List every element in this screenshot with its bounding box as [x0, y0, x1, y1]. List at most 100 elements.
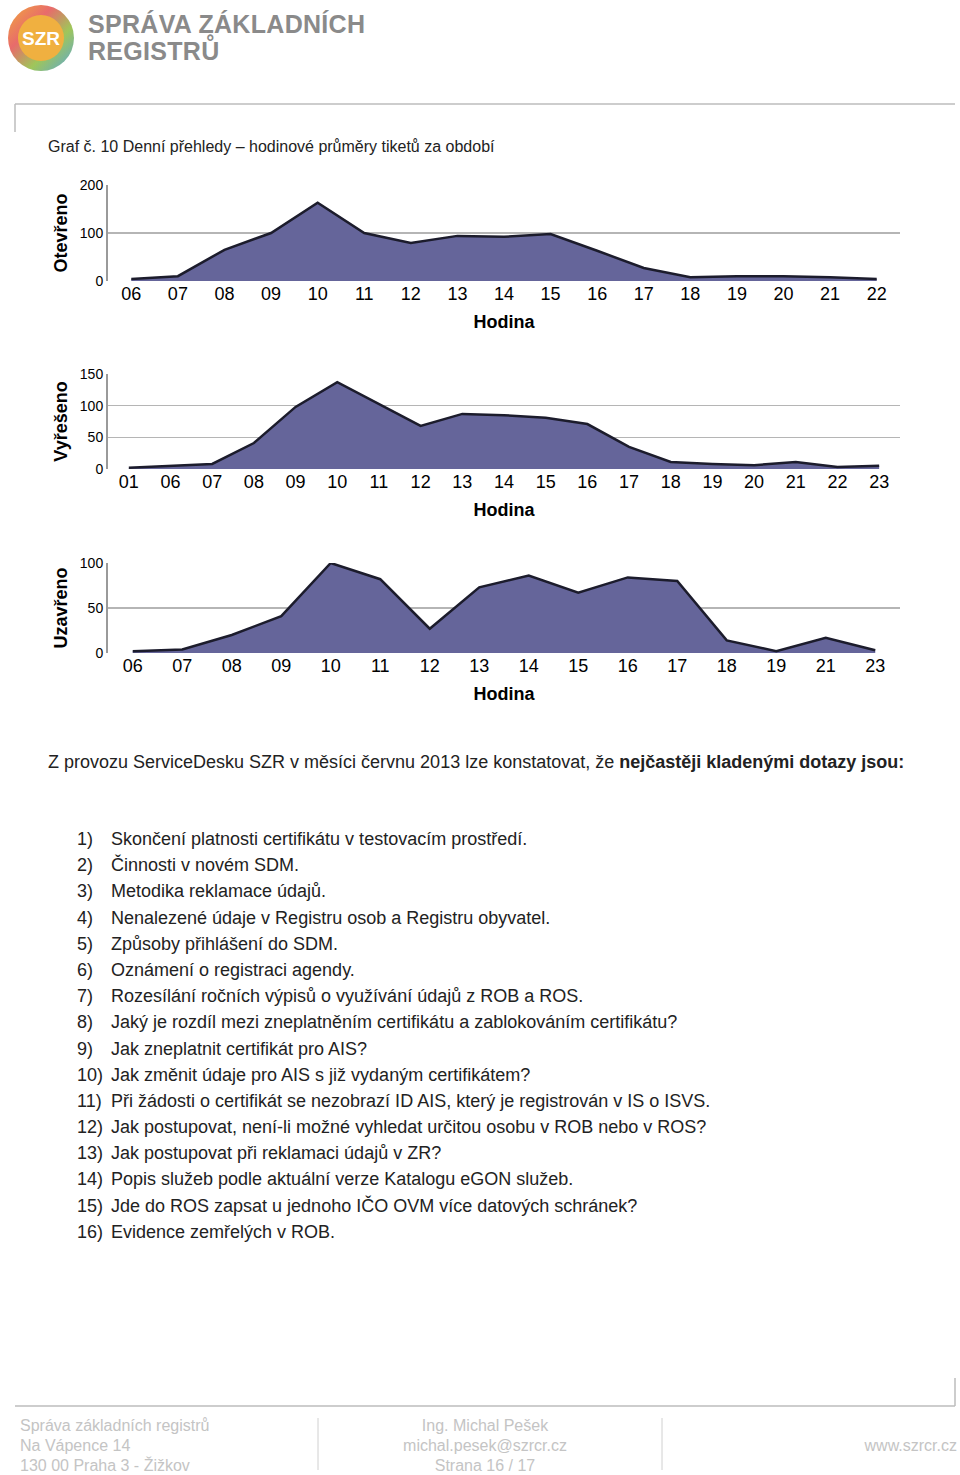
- svg-text:0: 0: [95, 273, 103, 289]
- svg-text:18: 18: [661, 472, 681, 492]
- svg-text:11: 11: [371, 656, 390, 676]
- html-text:Jak zneplatnit certifikát pro: Jak zneplatnit certifikát pro AIS?: [111, 1038, 368, 1059]
- svg-text:50: 50: [88, 429, 104, 445]
- html-text:Graf č. 10 Denní přehledy – ho: Graf č. 10 Denní přehledy – hodinové prů…: [48, 138, 495, 155]
- html-text:Evidence zemřelých v ROB.: Evidence zemřelých v ROB.: [111, 1221, 336, 1242]
- html-text:Jaký je rozdíl mezi zneplatněn: Jaký je rozdíl mezi zneplatněním certifi…: [111, 1012, 678, 1033]
- html-text:13): 13): [77, 1143, 103, 1164]
- svg-text:12: 12: [401, 284, 421, 304]
- html-text:Skončení platnosti certifikátu: Skončení platnosti certifikátu v testova…: [111, 829, 528, 849]
- svg-text:11: 11: [370, 472, 389, 492]
- html-text:Při žádosti o certifikát se ne: Při žádosti o certifikát se nezobrazí ID…: [111, 1090, 711, 1111]
- html-text:10): 10): [77, 1064, 103, 1085]
- svg-text:22: 22: [827, 472, 847, 492]
- svg-text:20: 20: [774, 284, 794, 304]
- svg-text:16: 16: [618, 656, 638, 676]
- svg-text:07: 07: [168, 284, 188, 304]
- svg-text:22: 22: [867, 284, 887, 304]
- html-text:Způsoby přihlášení do SDM.: Způsoby přihlášení do SDM.: [111, 933, 339, 954]
- html-text:REGISTRŮ: REGISTRŮ: [88, 37, 220, 65]
- html-text:Jde do ROS zapsat u jednoho IČ: Jde do ROS zapsat u jednoho IČO OVM více…: [111, 1195, 638, 1216]
- svg-text:Otevřeno: Otevřeno: [51, 193, 71, 272]
- html-text:Ing. Michal Pešek: Ing. Michal Pešek: [421, 1417, 549, 1434]
- html-text:Oznámení o registraci agendy.: Oznámení o registraci agendy.: [111, 959, 355, 980]
- svg-text:21: 21: [816, 656, 836, 676]
- svg-text:13: 13: [452, 472, 472, 492]
- svg-text:18: 18: [717, 656, 737, 676]
- svg-text:01: 01: [119, 472, 139, 492]
- svg-text:16: 16: [577, 472, 597, 492]
- svg-text:50: 50: [88, 600, 104, 616]
- svg-text:09: 09: [286, 472, 306, 492]
- svg-text:11: 11: [355, 284, 374, 304]
- svg-text:Hodina: Hodina: [474, 312, 536, 332]
- svg-text:07: 07: [172, 656, 192, 676]
- html-text:Jak postupovat při reklamaci ú: Jak postupovat při reklamaci údajů v ZR?: [111, 1143, 442, 1164]
- svg-text:13: 13: [469, 656, 489, 676]
- svg-text:23: 23: [869, 472, 889, 492]
- svg-text:100: 100: [80, 225, 104, 241]
- svg-text:06: 06: [123, 656, 143, 676]
- html-text:Z provozu ServiceDesku SZR v m: Z provozu ServiceDesku SZR v měsíci červ…: [48, 752, 905, 772]
- svg-text:19: 19: [727, 284, 747, 304]
- svg-text:Hodina: Hodina: [474, 684, 536, 704]
- html-text:11): 11): [77, 1090, 102, 1111]
- html-text:Na Vápence 14: Na Vápence 14: [20, 1437, 131, 1454]
- svg-text:09: 09: [271, 656, 291, 676]
- svg-text:19: 19: [766, 656, 786, 676]
- svg-text:12: 12: [411, 472, 431, 492]
- svg-text:Uzavřeno: Uzavřeno: [51, 567, 71, 648]
- html-text:Činnosti v novém SDM.: Činnosti v novém SDM.: [111, 855, 300, 876]
- html-text:Jak postupovat, není-li možné: Jak postupovat, není-li možné vyhledat u…: [111, 1117, 707, 1138]
- html-text:130 00 Praha 3 - Žižkov: 130 00 Praha 3 - Žižkov: [20, 1457, 190, 1474]
- svg-text:07: 07: [202, 472, 222, 492]
- html-text:Popis služeb podle aktuální ve: Popis služeb podle aktuální verze Katalo…: [111, 1169, 574, 1190]
- svg-text:Hodina: Hodina: [474, 500, 536, 520]
- html-text:SPRÁVA ZÁKLADNÍCH: SPRÁVA ZÁKLADNÍCH: [88, 10, 366, 38]
- html-text:Jak změnit údaje pro AIS s již: Jak změnit údaje pro AIS s již vydaným c…: [111, 1064, 531, 1085]
- svg-text:18: 18: [680, 284, 700, 304]
- svg-text:08: 08: [214, 284, 234, 304]
- svg-text:0: 0: [95, 461, 103, 477]
- svg-text:17: 17: [667, 656, 687, 676]
- svg-text:200: 200: [80, 177, 104, 193]
- svg-text:21: 21: [786, 472, 806, 492]
- svg-text:100: 100: [80, 555, 104, 571]
- svg-text:100: 100: [80, 398, 104, 414]
- svg-text:14: 14: [494, 284, 514, 304]
- svg-text:21: 21: [820, 284, 840, 304]
- html-text:Rozesílání ročních výpisů o vy: Rozesílání ročních výpisů o využívání úd…: [111, 986, 584, 1007]
- svg-text:14: 14: [519, 656, 539, 676]
- svg-text:16: 16: [587, 284, 607, 304]
- svg-text:14: 14: [494, 472, 514, 492]
- html-text:16): 16): [77, 1221, 103, 1242]
- svg-text:08: 08: [244, 472, 264, 492]
- svg-text:06: 06: [161, 472, 181, 492]
- svg-text:Vyřešeno: Vyřešeno: [51, 381, 71, 461]
- svg-text:08: 08: [222, 656, 242, 676]
- html-text:Nenalezené údaje v Registru os: Nenalezené údaje v Registru osob a Regis…: [111, 907, 551, 928]
- svg-text:23: 23: [865, 656, 885, 676]
- svg-text:10: 10: [327, 472, 347, 492]
- svg-text:15: 15: [568, 656, 588, 676]
- svg-text:10: 10: [321, 656, 341, 676]
- svg-text:09: 09: [261, 284, 281, 304]
- svg-text:19: 19: [702, 472, 722, 492]
- svg-text:150: 150: [80, 366, 104, 382]
- svg-text:13: 13: [447, 284, 467, 304]
- html-text:12): 12): [77, 1117, 103, 1138]
- svg-text:SZR: SZR: [22, 28, 60, 49]
- html-text:15): 15): [77, 1195, 103, 1216]
- svg-text:06: 06: [121, 284, 141, 304]
- svg-text:12: 12: [420, 656, 440, 676]
- html-text:14): 14): [77, 1169, 103, 1190]
- svg-text:15: 15: [536, 472, 556, 492]
- svg-text:15: 15: [541, 284, 561, 304]
- html-text:Správa základních registrů: Správa základních registrů: [20, 1417, 210, 1434]
- svg-text:17: 17: [619, 472, 639, 492]
- svg-text:0: 0: [95, 645, 103, 661]
- svg-text:20: 20: [744, 472, 764, 492]
- svg-text:17: 17: [634, 284, 654, 304]
- html-text:Metodika reklamace údajů.: Metodika reklamace údajů.: [111, 881, 327, 902]
- svg-text:10: 10: [308, 284, 328, 304]
